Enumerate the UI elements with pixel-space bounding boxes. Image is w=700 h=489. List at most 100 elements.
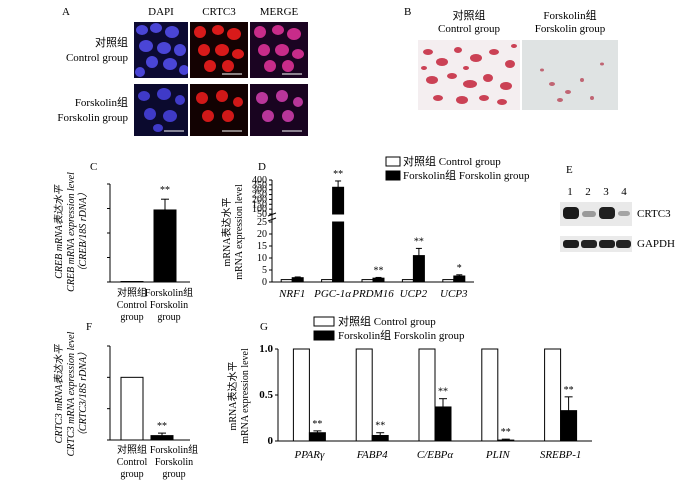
col-label-merge: MERGE [259,6,299,18]
panel-b-left-label: 对照组 Control group [418,10,520,36]
panel-d-bar-PGC-1α-s2-low [332,221,345,283]
dapi-forskolin-image [134,84,188,136]
panel-e-letter: E [566,164,573,176]
merge-forskolin-image [250,84,308,136]
crtc3-forskolin-image [190,84,248,136]
panel-d-significance-UCP3: * [457,263,462,274]
panel-d-bar-UCP3-s1 [442,279,455,283]
panel-g-ytick-1: 0.5 [259,389,273,401]
panel-g-xtick-3: PLIN [485,449,511,461]
panel-c-xtick-2-en: Forskolin [150,300,188,311]
gapdh-blot [560,236,632,252]
panel-d-axis-break-1 [267,212,277,217]
row-label-control: 对照组 Control group [66,36,128,66]
panel-d-ytick-6: 50 [257,209,267,220]
row-label-forskolin: Forskolin组 Forskolin group [57,96,128,126]
panel-g-xtick-2: C/EBPα [417,449,454,461]
panel-f-xtick-2-en2: group [162,469,185,480]
panel-d-ytick-1: 5 [262,265,267,276]
panel-g-ytick-0: 0 [268,435,274,447]
panel-d-axis-break-2 [267,217,277,222]
panel-g-ylabel-cn: mRNA表达水平 [226,362,239,431]
gapdh-bands [563,240,631,248]
panel-c-ylabel-sub: （CREB/18S rDNA） [77,187,89,276]
panel-f-ylabel-cn: CRTC3 mRNA表达水平 [53,344,65,444]
panel-c-letter: C [90,161,97,173]
panel-g-legend-forskolin: Forskolin组 Forskolin group [338,328,465,342]
col-label-crtc3: CRTC3 [202,6,236,18]
panel-b-left-en: Control group [437,23,501,35]
crtc3-band-label: CRTC3 [637,208,671,220]
crtc3-bands [563,207,630,219]
panel-c-bar-2 [153,209,177,283]
panel-d-significance-UCP2: ** [414,236,424,247]
panel-d-ytick-13: 400 [252,175,267,186]
panel-g-bar-SREBP-1-s2 [560,410,578,442]
panel-d-ytick-9: 200 [252,194,267,205]
panel-g-legend-swatch-forskolin [313,330,335,341]
panel-d-ytick-11: 300 [252,185,267,196]
panel-d-xtick-4: UCP3 [440,288,468,300]
panel-f-xtick-2-en: Forskolin [155,457,193,468]
panel-g-significance-PLIN: ** [501,427,511,438]
crtc3-blot [560,202,632,226]
panel-g-ytick-2: 1.0 [259,343,273,355]
panel-g-bar-PLIN-s2 [497,439,515,442]
panel-f-xtick-2-cn: Forskolin组 [150,443,198,456]
panel-g-significance-FABP4: ** [375,421,385,432]
panel-f-xtick-1-en: Control [117,457,148,468]
panel-g-xtick-1: FABP4 [356,449,388,461]
merge-control-image [250,22,308,78]
panel-d-legend-swatch-control [385,156,401,167]
panel-d-ytick-7: 100 [252,204,267,215]
panel-d-ytick-5: 25 [257,217,267,228]
row-label-forskolin-en: Forskolin group [57,112,128,124]
panel-g-bar-C/EBPα-s2 [434,406,452,442]
panel-g-bar-FABP4-s1 [355,348,373,442]
panel-d-significance-PGC-1α: ** [333,169,343,180]
panel-d-bar-PRDM16-s2 [372,277,385,283]
panel-d-ytick-8: 150 [252,199,267,210]
panel-f-ylabel-en: CRTC3 mRNA expression level [66,331,77,456]
panel-d-bar-PGC-1α-s1 [321,279,334,283]
oil-red-forskolin-image [522,40,618,110]
panel-d-ylabel-cn: mRNA表达水平 [220,198,233,267]
panel-g-letter: G [260,321,268,333]
merge-forskolin-cells [256,90,303,132]
panel-d-legend-forskolin: Forskolin组 Forskolin group [403,168,530,182]
panel-d-ytick-4: 20 [257,229,267,240]
panel-f-significance-2: ** [157,421,167,432]
panel-d-ytick-10: 250 [252,190,267,201]
row-label-control-en: Control group [65,52,128,64]
panel-b-right-cn: Forskolin组 [543,10,597,22]
panel-d-bar-NRF1-s2 [291,277,304,283]
panel-f-bar-1 [120,376,144,441]
panel-c-xtick-2-en2: group [157,312,180,323]
crtc3-control-cells [194,25,244,75]
panel-g-bar-PLIN-s1 [481,348,499,442]
panel-d-xtick-0: NRF1 [278,288,305,300]
panel-b-right-en: Forskolin group [534,23,606,35]
panel-d-xtick-3: UCP2 [400,288,428,300]
panel-g-xtick-0: PPARγ [294,449,325,461]
dapi-control-image [134,22,188,78]
panel-g-ylabel-en: mRNA expression level [240,348,251,444]
panel-d-ytick-2: 10 [257,253,267,264]
panel-g-significance-PPARγ: ** [312,419,322,430]
panel-g-significance-C/EBPα: ** [438,387,448,398]
panel-g-legend-swatch-control [313,316,335,327]
crtc3-forskolin-cells [196,90,243,132]
dapi-control-nuclei [135,23,188,77]
panel-d-ytick-12: 350 [252,180,267,191]
oil-red-forskolin-stain [540,62,604,102]
oil-red-control-stain [421,44,517,105]
panel-g-legend-control: 对照组 Control group [338,314,436,328]
col-label-dapi: DAPI [148,6,174,18]
merge-control-cells [254,25,304,75]
panel-g-significance-SREBP-1: ** [564,385,574,396]
lane-4-label: 4 [621,186,627,198]
panel-c-significance-2: ** [160,185,170,196]
panel-c-ylabel-cn: CREB mRNA表达水平 [53,184,65,279]
gapdh-band-label: GAPDH [637,238,675,250]
